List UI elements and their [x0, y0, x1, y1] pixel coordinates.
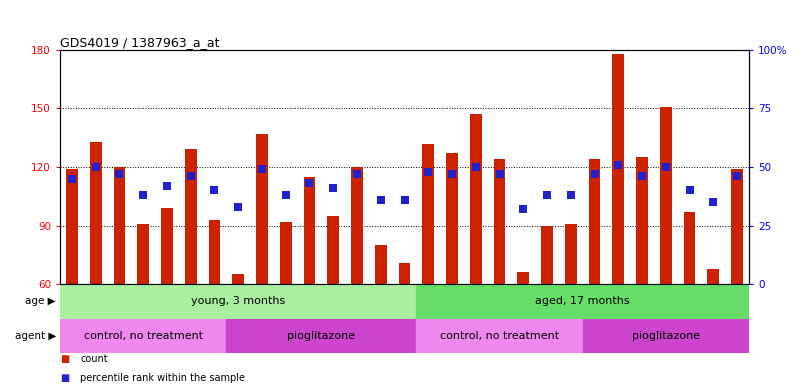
Bar — [227, 319, 417, 353]
Bar — [707, 268, 719, 284]
Point — [351, 171, 364, 177]
Bar — [66, 169, 78, 284]
Text: aged, 17 months: aged, 17 months — [535, 296, 630, 306]
Text: agent ▶: agent ▶ — [14, 331, 56, 341]
Point — [374, 197, 387, 203]
Point — [280, 192, 292, 198]
Bar — [375, 245, 387, 284]
Point — [303, 180, 316, 187]
Bar — [399, 263, 410, 284]
Bar — [208, 220, 220, 284]
Point — [493, 171, 506, 177]
Bar — [417, 284, 749, 319]
Text: pioglitazone: pioglitazone — [288, 331, 356, 341]
Bar — [351, 167, 363, 284]
Bar — [446, 153, 458, 284]
Bar — [589, 159, 601, 284]
Point — [731, 173, 743, 179]
Text: age ▶: age ▶ — [26, 296, 56, 306]
Point — [113, 171, 126, 177]
Point — [137, 192, 150, 198]
Text: GDS4019 / 1387963_a_at: GDS4019 / 1387963_a_at — [60, 36, 219, 49]
Bar — [280, 222, 292, 284]
Bar — [417, 319, 582, 353]
Bar — [660, 106, 672, 284]
Text: ■: ■ — [60, 373, 70, 383]
Bar — [422, 144, 434, 284]
Bar — [185, 149, 197, 284]
Point — [208, 187, 221, 194]
Text: count: count — [80, 354, 107, 364]
Point — [231, 204, 244, 210]
Point — [612, 162, 625, 168]
Point — [422, 169, 435, 175]
Bar — [582, 319, 749, 353]
Bar — [304, 177, 316, 284]
Point — [160, 183, 173, 189]
Point — [445, 171, 458, 177]
Bar — [232, 275, 244, 284]
Bar — [60, 319, 227, 353]
Point — [89, 164, 102, 170]
Point — [636, 173, 649, 179]
Bar — [636, 157, 648, 284]
Point — [588, 171, 601, 177]
Bar — [90, 142, 102, 284]
Bar — [256, 134, 268, 284]
Text: percentile rank within the sample: percentile rank within the sample — [80, 373, 245, 383]
Bar — [541, 226, 553, 284]
Bar — [470, 114, 481, 284]
Bar — [683, 212, 695, 284]
Bar — [612, 54, 624, 284]
Text: young, 3 months: young, 3 months — [191, 296, 285, 306]
Bar — [517, 273, 529, 284]
Bar — [60, 284, 417, 319]
Point — [707, 199, 720, 205]
Point — [184, 173, 197, 179]
Bar — [493, 159, 505, 284]
Bar — [565, 223, 577, 284]
Point — [256, 166, 268, 172]
Text: pioglitazone: pioglitazone — [632, 331, 700, 341]
Point — [398, 197, 411, 203]
Point — [517, 206, 529, 212]
Bar — [137, 223, 149, 284]
Point — [683, 187, 696, 194]
Bar — [731, 169, 743, 284]
Text: control, no treatment: control, no treatment — [83, 331, 203, 341]
Bar — [114, 167, 126, 284]
Text: ■: ■ — [60, 354, 70, 364]
Bar — [328, 216, 339, 284]
Bar — [161, 208, 173, 284]
Text: control, no treatment: control, no treatment — [440, 331, 559, 341]
Point — [659, 164, 672, 170]
Point — [469, 164, 482, 170]
Point — [66, 176, 78, 182]
Point — [327, 185, 340, 191]
Point — [565, 192, 578, 198]
Point — [541, 192, 553, 198]
